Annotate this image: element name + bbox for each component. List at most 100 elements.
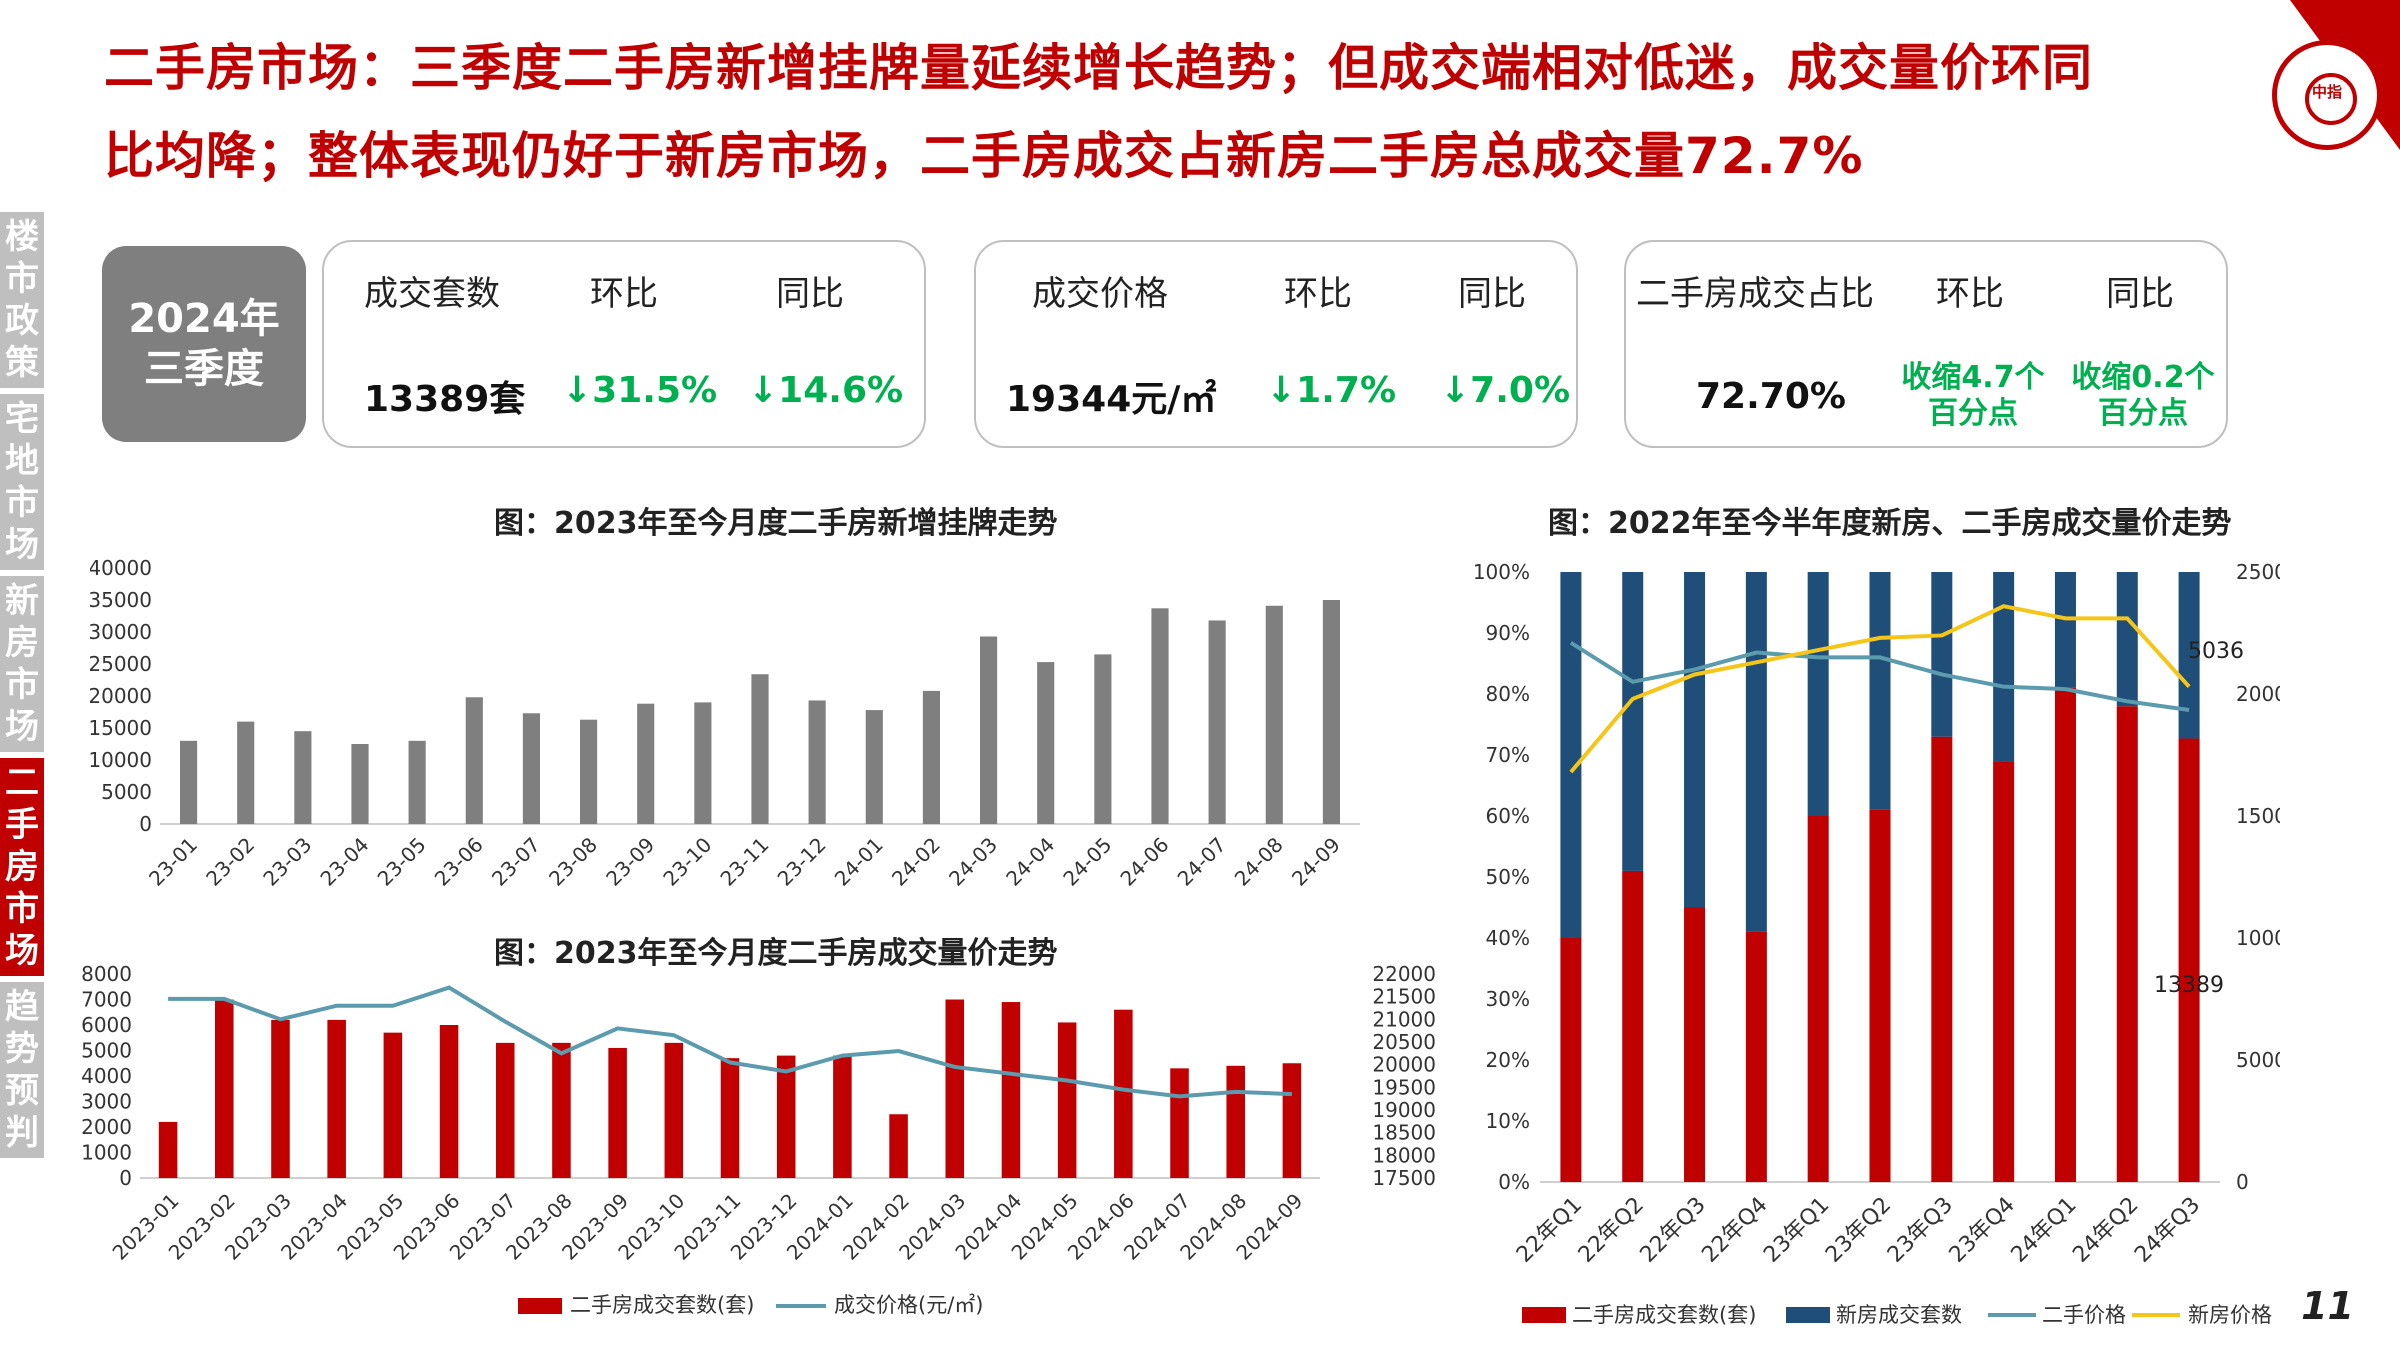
bar — [1170, 1068, 1189, 1178]
sidebar-item-1[interactable]: 宅地市场 — [0, 394, 44, 570]
y-tick-label: 10000 — [90, 748, 152, 772]
y-tick-label: 40000 — [90, 556, 152, 580]
legend-label-newhome-price: 新房价格 — [2188, 1303, 2272, 1327]
y-left-tick-label: 100% — [1473, 560, 1530, 584]
sidebar-item-3[interactable]: 二手房市场 — [0, 758, 44, 976]
x-tick-label: 23-05 — [373, 833, 431, 891]
bar — [465, 697, 483, 824]
y-left-tick-label: 10% — [1486, 1109, 1530, 1133]
bar — [945, 999, 965, 1178]
volume-mom-label: 环比 — [590, 274, 658, 314]
y-tick-label: 15000 — [90, 716, 152, 740]
y-right-tick-label: 10000 — [2236, 926, 2280, 950]
bar — [1226, 1065, 1245, 1178]
bar-newhome — [2116, 572, 2138, 707]
x-tick-label: 23-03 — [258, 833, 316, 891]
price-value: 19344元/㎡ — [1006, 379, 1217, 420]
y-tick-label: 5000 — [101, 780, 152, 804]
x-tick-label: 23-02 — [201, 833, 259, 891]
bar — [1114, 1009, 1133, 1178]
y-right-tick-label: 25000 — [2236, 560, 2280, 584]
bar — [237, 721, 255, 824]
page-title: 二手房市场：三季度二手房新增挂牌量延续增长趋势；但成交端相对低迷，成交量价环同 … — [104, 24, 2124, 200]
x-tick-label: 23-12 — [773, 833, 831, 891]
sidebar-item-0[interactable]: 楼市政策 — [0, 212, 44, 388]
y-right-tick-label: 19000 — [1372, 1098, 1436, 1122]
bar — [980, 636, 998, 824]
bar — [751, 674, 769, 824]
newhome-price-line — [1569, 604, 2191, 774]
price-line — [168, 985, 1292, 1099]
x-tick-label: 22年Q1 — [1512, 1193, 1587, 1268]
x-tick-label: 23-09 — [601, 833, 659, 891]
bar — [808, 700, 826, 824]
page-title-line-2: 比均降；整体表现仍好于新房市场，二手房成交占新房二手房总成交量72.7% — [104, 127, 1864, 185]
bar — [694, 702, 712, 824]
bar — [408, 740, 426, 824]
x-tick-label: 23-10 — [658, 833, 716, 891]
bar — [1151, 608, 1169, 824]
sidebar-item-4[interactable]: 趋势预判 — [0, 982, 44, 1158]
legend-swatch-volume — [518, 1298, 562, 1314]
sidebar-item-2[interactable]: 新房市场 — [0, 576, 44, 752]
half-year-chart-title: 图：2022年至今半年度新房、二手房成交量价走势 — [1548, 506, 2232, 541]
y-right-tick-label: 0 — [2236, 1170, 2249, 1194]
y-left-tick-label: 2000 — [81, 1115, 132, 1139]
bar-newhome — [1869, 572, 1891, 810]
bar-secondhand — [1745, 931, 1767, 1182]
bar-newhome — [2178, 572, 2200, 739]
bar — [865, 710, 883, 824]
x-tick-label: 24-01 — [830, 833, 888, 891]
x-tick-label: 22年Q3 — [1636, 1193, 1711, 1268]
legend-label-newhome: 新房成交套数 — [1836, 1303, 1962, 1327]
y-right-tick-label: 17500 — [1372, 1166, 1436, 1190]
x-tick-label: 24年Q1 — [2007, 1193, 2082, 1268]
price-card: 成交价格 环比 同比 19344元/㎡ ↓1.7% ↓7.0% — [974, 240, 1578, 448]
legend-label-secondhand-price: 二手价格 — [2042, 1303, 2126, 1327]
bar-newhome — [1993, 572, 2015, 762]
bar-secondhand — [1622, 870, 1644, 1182]
x-tick-label: 23年Q3 — [1883, 1193, 1958, 1268]
x-tick-label: 23-06 — [430, 833, 488, 891]
bar — [1001, 1002, 1021, 1178]
y-left-tick-label: 8000 — [81, 962, 132, 986]
x-tick-label: 23-07 — [487, 833, 545, 891]
legend-swatch-newhome — [1786, 1307, 1830, 1323]
bar-secondhand — [1560, 938, 1582, 1182]
y-right-tick-label: 21500 — [1372, 985, 1436, 1009]
y-left-tick-label: 70% — [1486, 743, 1530, 767]
price-label: 成交价格 — [1032, 274, 1168, 314]
corner-logo: 中指 — [2140, 0, 2400, 170]
academy-seal-icon: 中指 — [2272, 40, 2382, 150]
bar — [922, 690, 940, 824]
bar — [351, 744, 369, 824]
y-right-tick-label: 18000 — [1372, 1143, 1436, 1167]
bar — [439, 1025, 459, 1178]
y-tick-label: 35000 — [90, 588, 152, 612]
bar — [271, 1019, 290, 1178]
bar-secondhand — [1869, 809, 1891, 1182]
bar — [327, 1019, 346, 1178]
volume-mom-value: ↓31.5% — [562, 370, 718, 411]
x-tick-label: 24年Q3 — [2130, 1193, 2205, 1268]
y-left-tick-label: 80% — [1486, 682, 1530, 706]
share-yoy-label: 同比 — [2106, 274, 2174, 314]
y-right-tick-label: 19500 — [1372, 1075, 1436, 1099]
y-left-tick-label: 5000 — [81, 1039, 132, 1063]
y-right-tick-label: 20000 — [2236, 682, 2280, 706]
y-left-tick-label: 4000 — [81, 1064, 132, 1088]
x-tick-label: 24-04 — [1001, 833, 1059, 891]
x-tick-label: 23年Q1 — [1759, 1193, 1834, 1268]
y-left-tick-label: 30% — [1486, 987, 1530, 1011]
bar — [1322, 600, 1340, 824]
bar — [1094, 654, 1112, 824]
bar — [889, 1114, 908, 1178]
legend-label-volume: 二手房成交套数(套) — [570, 1293, 754, 1317]
page-number: 11 — [2301, 1284, 2354, 1328]
half-year-share-chart: 100% 90% 80% 70% 60% 50% 40% 30% 20% 10% 0% 25000 20… — [1473, 560, 2280, 1327]
bar — [1282, 1063, 1302, 1178]
y-tick-label: 20000 — [90, 684, 152, 708]
bar — [1208, 620, 1226, 824]
bar — [637, 703, 655, 824]
volume-card: 成交套数 环比 同比 13389套 ↓31.5% ↓14.6% — [322, 240, 926, 448]
